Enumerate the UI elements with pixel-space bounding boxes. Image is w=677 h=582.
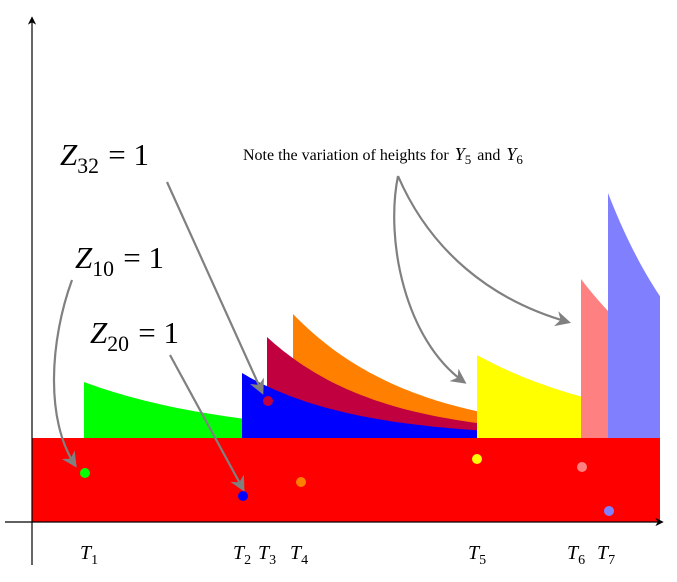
- event-dot: [604, 506, 614, 516]
- equation-rest: = 1: [123, 240, 164, 275]
- event-dot: [577, 462, 587, 472]
- subscript: 1: [91, 553, 98, 568]
- event-dot: [238, 491, 248, 501]
- subscript: 5: [479, 553, 486, 568]
- subscript: 32: [77, 154, 99, 178]
- variable: T: [233, 542, 246, 564]
- arrow: [396, 175, 571, 327]
- baseline-region: [32, 438, 660, 522]
- equation-rest: = 1: [108, 137, 149, 172]
- decay-shape: [267, 337, 660, 438]
- event-dot: [263, 396, 273, 406]
- time-label: T6: [567, 542, 585, 568]
- time-label: T5: [468, 542, 486, 568]
- note-text: Note the variation of heights for: [243, 147, 449, 164]
- arrow: [52, 279, 77, 468]
- variable: T: [290, 542, 303, 564]
- decay-shape: [242, 373, 660, 438]
- variable: Z: [75, 240, 93, 275]
- subscript: 6: [578, 553, 585, 568]
- arrow: [169, 354, 245, 492]
- annotation-label: Z10 = 1: [75, 240, 164, 281]
- annotation-label: Z20 = 1: [90, 315, 179, 356]
- subscript: 3: [269, 553, 276, 568]
- annotation-label: Z32 = 1: [60, 137, 149, 178]
- variable: T: [567, 542, 580, 564]
- time-label: T4: [290, 542, 308, 568]
- time-label: T7: [597, 542, 615, 568]
- variable: Y: [506, 144, 518, 164]
- subscript: 20: [107, 332, 129, 356]
- subscript: 5: [465, 152, 472, 167]
- variable: Z: [60, 137, 78, 172]
- time-label: T2: [233, 542, 251, 568]
- subscript: 4: [301, 553, 308, 568]
- event-dot: [472, 454, 482, 464]
- subscript: 2: [244, 553, 251, 568]
- variable: Z: [90, 315, 108, 350]
- variable: T: [80, 542, 93, 564]
- variable: T: [597, 542, 610, 564]
- event-dot: [80, 468, 90, 478]
- decay-shape: [84, 382, 660, 438]
- time-label: T1: [80, 542, 98, 568]
- subscript: 6: [516, 152, 523, 167]
- subscript: 7: [608, 553, 615, 568]
- decay-shape: [608, 193, 660, 438]
- variable: Y: [455, 144, 467, 164]
- arrow: [393, 175, 467, 384]
- event-dot: [296, 477, 306, 487]
- arrow: [165, 181, 264, 395]
- variable: T: [468, 542, 481, 564]
- note-text: and: [477, 147, 500, 164]
- variable: T: [258, 542, 271, 564]
- equation-rest: = 1: [138, 315, 179, 350]
- time-label: T3: [258, 542, 276, 568]
- subscript: 10: [92, 257, 114, 281]
- note: Note the variation of heights for Y5 and Y6: [243, 144, 523, 167]
